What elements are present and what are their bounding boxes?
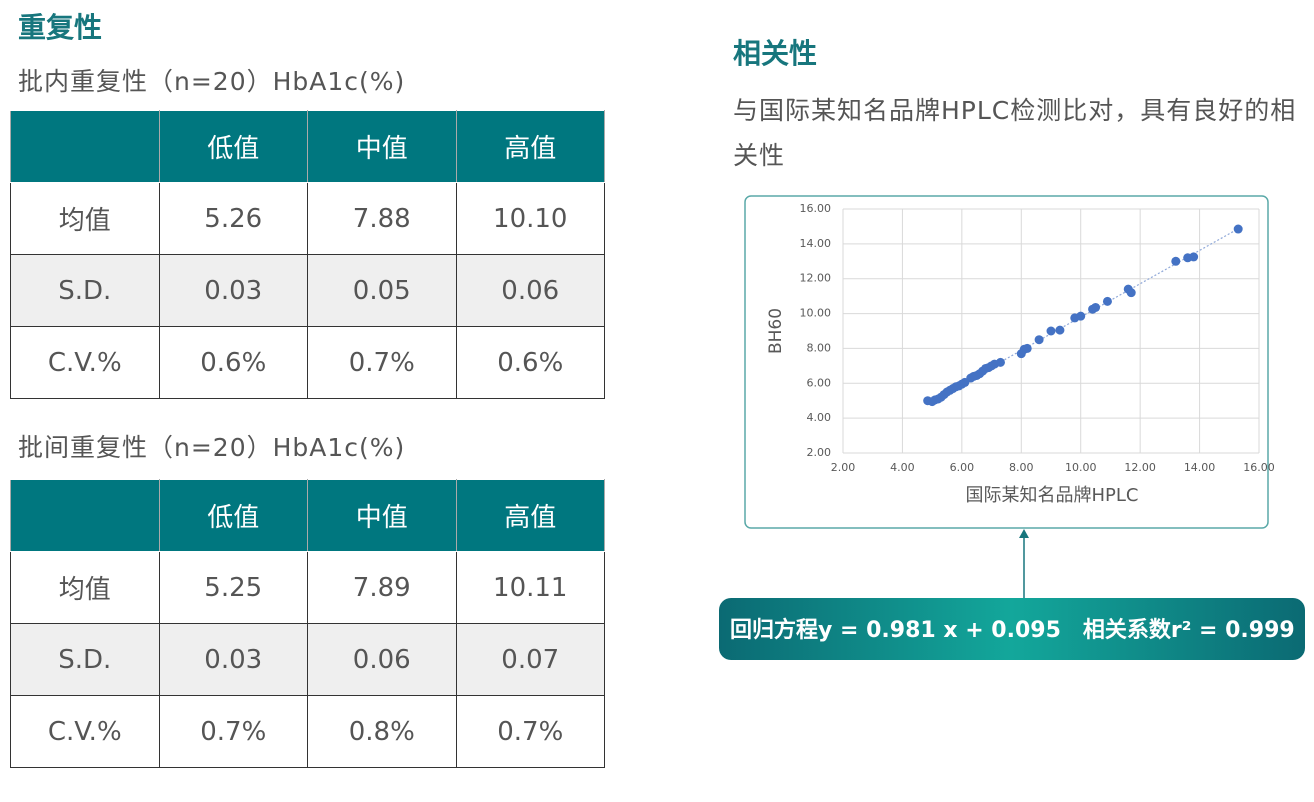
table-cell: 10.11 bbox=[455, 551, 605, 624]
table-cell: C.V.% bbox=[10, 326, 160, 399]
formula-box bbox=[719, 598, 1305, 660]
table-cell: 5.26 bbox=[158, 182, 308, 255]
table-cell: 0.06 bbox=[455, 254, 605, 327]
point bbox=[1076, 311, 1086, 321]
header-cell bbox=[10, 110, 160, 183]
y-tick-label: 2.00 bbox=[807, 446, 832, 459]
table-row: C.V.% 0.6% 0.7% 0.6% bbox=[10, 326, 605, 399]
x-tick-label: 12.00 bbox=[1124, 461, 1156, 474]
table-cell: 均值 bbox=[10, 551, 160, 624]
point bbox=[1055, 325, 1065, 335]
table-cell: 0.05 bbox=[307, 254, 457, 327]
table-cell: S.D. bbox=[10, 623, 160, 696]
header-cell bbox=[10, 479, 160, 552]
table: 低值 中值 高值 均值 5.26 7.88 10.10 S.D. 0.03 0.05 0.06 C.V… bbox=[10, 110, 605, 399]
point bbox=[1022, 343, 1032, 353]
table-cell: 5.25 bbox=[158, 551, 308, 624]
point bbox=[1189, 252, 1199, 262]
table-cell: 7.89 bbox=[307, 551, 457, 624]
point bbox=[1102, 296, 1112, 306]
point bbox=[1126, 288, 1136, 298]
x-tick-label: 10.00 bbox=[1065, 461, 1097, 474]
description: 与国际某知名品牌HPLC检测比对，具有良好的相关性 bbox=[733, 96, 1297, 170]
point bbox=[1091, 302, 1101, 312]
table-cell: 7.88 bbox=[307, 182, 457, 255]
section-title: 重复性 bbox=[18, 11, 103, 44]
table-cell: C.V.% bbox=[10, 695, 160, 768]
y-tick-label: 10.00 bbox=[800, 307, 832, 320]
table-cell: 0.07 bbox=[455, 623, 605, 696]
point bbox=[1171, 256, 1181, 266]
table-cell: 0.6% bbox=[455, 326, 605, 399]
y-tick-label: 8.00 bbox=[807, 341, 832, 354]
header-cell: 低值 bbox=[158, 110, 308, 183]
table-caption: 批内重复性（n=20）HbA1c(%) bbox=[18, 67, 406, 96]
arrow-head bbox=[1019, 529, 1029, 538]
x-axis-title: 国际某知名品牌HPLC bbox=[966, 485, 1139, 506]
table-cell: S.D. bbox=[10, 254, 160, 327]
table-row: S.D. 0.03 0.06 0.07 bbox=[10, 623, 605, 696]
y-tick-label: 6.00 bbox=[807, 376, 832, 389]
table-cell: 0.03 bbox=[158, 254, 308, 327]
point bbox=[1046, 326, 1056, 336]
table-cell: 均值 bbox=[10, 182, 160, 255]
x-tick-label: 16.00 bbox=[1243, 461, 1275, 474]
point bbox=[1034, 335, 1044, 345]
table-cell: 0.03 bbox=[158, 623, 308, 696]
table-caption: 批间重复性（n=20）HbA1c(%) bbox=[18, 433, 406, 462]
table-row: 均值 5.26 7.88 10.10 bbox=[10, 182, 605, 255]
table-cell: 0.7% bbox=[307, 326, 457, 399]
formula: 回归方程y = 0.981 x + 0.095 相关系数r² = 0.999 bbox=[730, 617, 1295, 643]
y-axis-title: BH60 bbox=[766, 308, 786, 354]
table-cell: 10.10 bbox=[455, 182, 605, 255]
table-row: S.D. 0.03 0.05 0.06 bbox=[10, 254, 605, 327]
x-tick-label: 8.00 bbox=[1009, 461, 1034, 474]
table: 低值 中值 高值 均值 5.25 7.89 10.11 S.D. 0.03 0.06 0.07 C.V… bbox=[10, 479, 605, 768]
y-tick-label: 16.00 bbox=[800, 202, 832, 215]
table-cell: 0.06 bbox=[307, 623, 457, 696]
point bbox=[1233, 224, 1243, 234]
table-cell: 0.8% bbox=[307, 695, 457, 768]
x-tick-label: 6.00 bbox=[950, 461, 975, 474]
x-tick-label: 4.00 bbox=[890, 461, 915, 474]
header-cell: 低值 bbox=[158, 479, 308, 552]
table-cell: 0.7% bbox=[455, 695, 605, 768]
x-tick-label: 2.00 bbox=[831, 461, 856, 474]
header-cell: 高值 bbox=[455, 479, 605, 552]
y-tick-label: 4.00 bbox=[807, 411, 832, 424]
table-row: 均值 5.25 7.89 10.11 bbox=[10, 551, 605, 624]
y-tick-label: 12.00 bbox=[800, 272, 832, 285]
header-cell: 中值 bbox=[307, 110, 457, 183]
table-row: C.V.% 0.7% 0.8% 0.7% bbox=[10, 695, 605, 768]
section-title: 相关性 bbox=[733, 37, 818, 70]
table-cell: 0.6% bbox=[158, 326, 308, 399]
header-row: 低值 中值 高值 bbox=[10, 110, 605, 183]
x-tick-label: 14.00 bbox=[1184, 461, 1216, 474]
y-tick-label: 14.00 bbox=[800, 237, 832, 250]
table-cell: 0.7% bbox=[158, 695, 308, 768]
point bbox=[995, 357, 1005, 367]
